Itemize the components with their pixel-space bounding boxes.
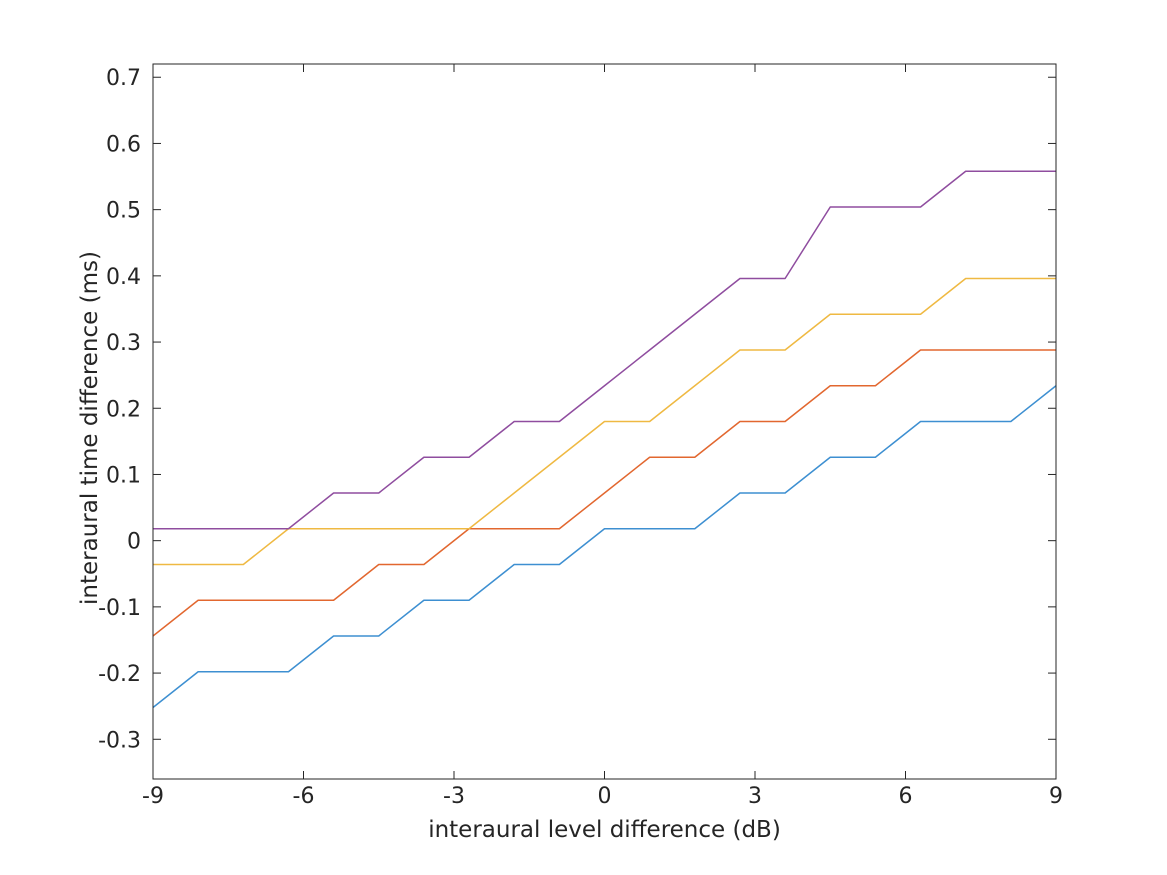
y-tick-label: 0.2 <box>106 397 141 422</box>
x-tick-label: 3 <box>748 784 762 809</box>
x-axis-label: interaural level difference (dB) <box>428 817 781 843</box>
y-tick-label: 0.6 <box>106 132 141 157</box>
series-layer <box>152 170 1057 709</box>
y-tick-label: 0.1 <box>106 463 141 488</box>
y-tick-label: -0.2 <box>98 662 141 687</box>
x-tick-label: 0 <box>598 784 612 809</box>
y-tick-label: 0.7 <box>106 66 141 91</box>
y-tick-label: -0.1 <box>98 596 141 621</box>
x-tick-label: -9 <box>142 784 164 809</box>
x-tick-label: 9 <box>1049 784 1063 809</box>
y-tick-label: -0.3 <box>98 728 141 753</box>
y-tick-label: 0.4 <box>106 265 141 290</box>
x-tick-label: -6 <box>293 784 315 809</box>
y-tick-label: 0.5 <box>106 199 141 224</box>
series-line-orange <box>152 349 1056 637</box>
series-line-yellow <box>153 277 1056 566</box>
axes-layer: -9 -6 -3 0 3 6 9 -0.3 -0.2 -0.1 0 0.1 0.2 0.3 0.4 0.5 0.… <box>98 63 1063 809</box>
series-line-blue <box>152 385 1057 709</box>
y-tick-label: 0 <box>127 530 141 555</box>
x-tick-label: -3 <box>443 784 465 809</box>
x-tick-label: 6 <box>899 784 913 809</box>
y-axis-label: interaural time difference (ms) <box>77 251 103 605</box>
y-tick-label: 0.3 <box>106 331 141 356</box>
series-line-purple <box>153 170 1056 530</box>
